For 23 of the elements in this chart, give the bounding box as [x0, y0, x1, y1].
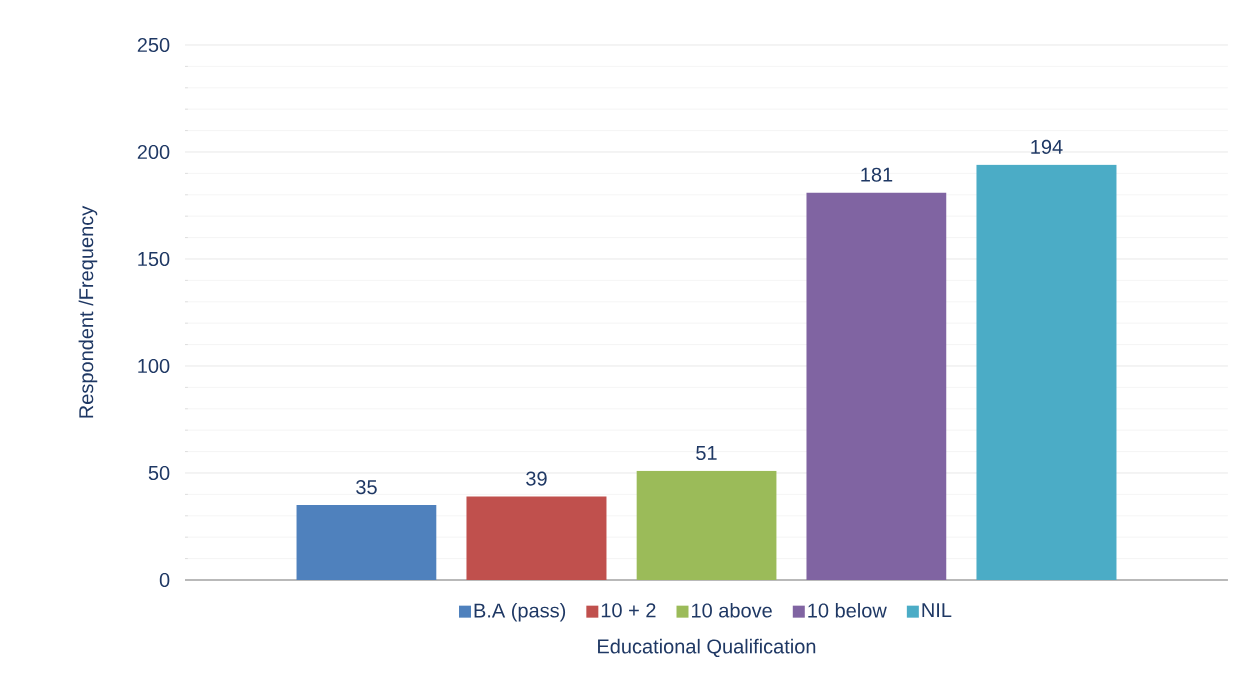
- legend-label: 10 below: [808, 602, 887, 618]
- data-label: 181: [861, 167, 893, 182]
- legend-label: NIL: [922, 603, 952, 618]
- legend-label: 10 above: [692, 602, 772, 618]
- data-label: 51: [696, 446, 717, 460]
- y-tick-label: 0: [159, 572, 170, 588]
- bar: [976, 164, 1117, 580]
- legend-label: B.A (pass): [474, 602, 566, 622]
- bar: [296, 505, 437, 580]
- bar: [636, 470, 777, 580]
- y-tick-label: 250: [137, 37, 170, 53]
- data-label: 39: [526, 471, 547, 486]
- bar: [466, 496, 607, 580]
- y-axis-title: Respondent /Frequency: [78, 205, 98, 418]
- y-tick-label: 200: [137, 144, 170, 160]
- data-label: 194: [1031, 139, 1063, 154]
- y-tick-label: 100: [138, 358, 170, 374]
- legend-label: 10 + 2: [601, 603, 656, 618]
- x-axis-title: Educational Qualification: [598, 638, 816, 658]
- data-label: 35: [356, 480, 377, 495]
- y-tick-label: 50: [148, 465, 170, 481]
- bar: [806, 192, 947, 580]
- y-tick-label: 150: [138, 251, 170, 267]
